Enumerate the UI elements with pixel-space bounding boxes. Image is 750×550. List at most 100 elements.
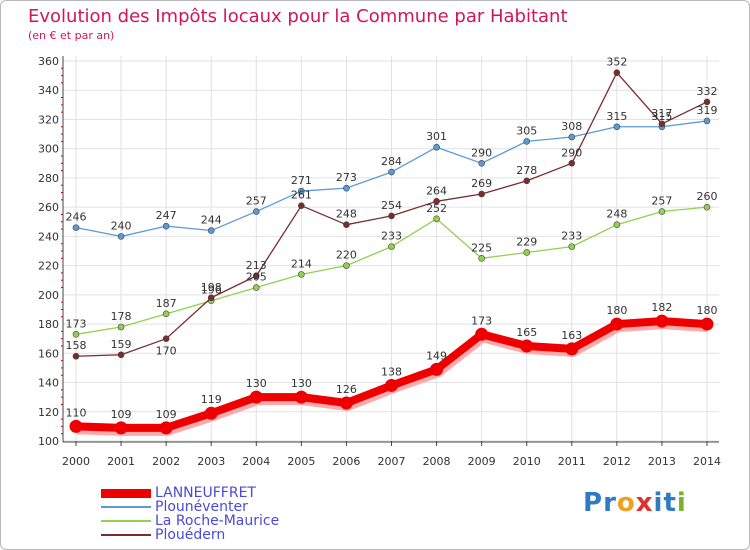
data-point — [658, 208, 666, 215]
data-label: 130 — [291, 377, 312, 390]
data-point — [204, 406, 218, 420]
data-point — [117, 351, 125, 359]
data-label: 173 — [66, 317, 87, 330]
legend-item: La Roche-Maurice — [101, 514, 279, 528]
data-label: 110 — [66, 406, 87, 419]
data-label: 305 — [516, 124, 537, 137]
data-label: 254 — [381, 199, 402, 212]
logo-letter: P — [583, 488, 604, 518]
data-point — [613, 123, 621, 131]
y-tick-label: 360 — [38, 55, 59, 68]
y-tick-label: 340 — [38, 84, 59, 97]
data-point — [613, 221, 621, 228]
data-point — [433, 198, 440, 205]
data-label: 308 — [561, 120, 582, 133]
data-point — [655, 314, 669, 328]
legend-swatch — [101, 534, 151, 536]
data-label: 257 — [651, 195, 672, 208]
data-label: 284 — [381, 155, 402, 168]
data-label: 315 — [606, 110, 627, 123]
data-point — [159, 421, 173, 435]
data-point — [523, 249, 531, 256]
x-tick-label: 2013 — [648, 455, 676, 468]
data-label: 248 — [336, 208, 357, 221]
data-label: 246 — [66, 211, 87, 224]
data-point — [252, 284, 260, 291]
data-point — [700, 317, 714, 331]
data-point — [703, 117, 711, 125]
series-layer — [69, 69, 714, 436]
data-label: 149 — [426, 349, 447, 362]
data-point — [343, 221, 350, 228]
data-point — [343, 184, 350, 192]
data-point — [478, 160, 485, 167]
data-point — [72, 331, 80, 338]
x-tick-label: 2014 — [693, 455, 721, 468]
data-point — [298, 202, 305, 209]
logo-letter: x — [635, 488, 654, 518]
y-tick-label: 300 — [38, 143, 59, 156]
data-point — [610, 317, 624, 331]
data-label: 182 — [651, 301, 672, 314]
data-label: 319 — [697, 104, 718, 117]
y-tick-label: 200 — [38, 289, 59, 302]
x-tick-label: 2000 — [62, 455, 90, 468]
data-label: 248 — [606, 208, 627, 221]
y-tick-label: 220 — [38, 260, 59, 273]
x-tick-label: 2004 — [242, 455, 270, 468]
y-tick-label: 280 — [38, 172, 59, 185]
data-point — [478, 255, 485, 262]
data-label: 213 — [246, 259, 267, 272]
data-point — [72, 224, 80, 231]
data-label: 260 — [697, 190, 718, 203]
x-tick-label: 2001 — [107, 455, 135, 468]
data-point — [298, 271, 305, 278]
data-label: 290 — [561, 146, 582, 159]
logo-letter: o — [616, 488, 636, 518]
data-label: 126 — [336, 383, 357, 396]
data-label: 163 — [561, 329, 582, 342]
y-tick-label: 180 — [38, 318, 59, 331]
data-label: 138 — [381, 365, 402, 378]
data-point — [343, 262, 350, 269]
data-point — [703, 203, 711, 211]
data-label: 240 — [111, 219, 132, 232]
legend-label: La Roche-Maurice — [155, 513, 280, 529]
data-label: 119 — [201, 393, 222, 406]
data-label: 180 — [606, 304, 627, 317]
data-label: 229 — [516, 235, 537, 248]
data-point — [388, 168, 395, 176]
y-tick-label: 320 — [38, 113, 59, 126]
data-label: 264 — [426, 184, 447, 197]
data-point — [388, 212, 395, 220]
data-point — [565, 342, 579, 356]
proxiti-logo: Proxiti — [583, 488, 687, 518]
legend: LANNEUFFRET Plounéventer La Roche-Maurice P… — [101, 486, 279, 542]
data-label: 317 — [651, 107, 672, 120]
data-point — [252, 272, 260, 280]
chart-title: Evolution des Impôts locaux pour la Comm… — [28, 6, 568, 27]
data-point — [69, 419, 83, 433]
data-label: 247 — [156, 209, 177, 222]
legend-item: Plouédern — [101, 528, 279, 542]
y-tick-label: 140 — [38, 377, 59, 390]
data-label: 165 — [516, 326, 537, 339]
data-point — [568, 133, 576, 141]
data-point — [249, 390, 263, 404]
data-point — [117, 323, 125, 331]
data-label: 159 — [111, 338, 132, 351]
data-label: 173 — [471, 314, 492, 327]
data-point — [162, 310, 170, 318]
data-label: 130 — [246, 377, 267, 390]
data-label: 178 — [111, 310, 132, 323]
data-point — [520, 339, 534, 353]
data-label: 257 — [246, 195, 267, 208]
x-tick-label: 2005 — [287, 455, 315, 468]
y-tick-label: 240 — [38, 230, 59, 243]
data-point — [294, 390, 308, 404]
legend-label: Plounéventer — [155, 499, 248, 515]
logo-letter: i — [676, 488, 687, 518]
